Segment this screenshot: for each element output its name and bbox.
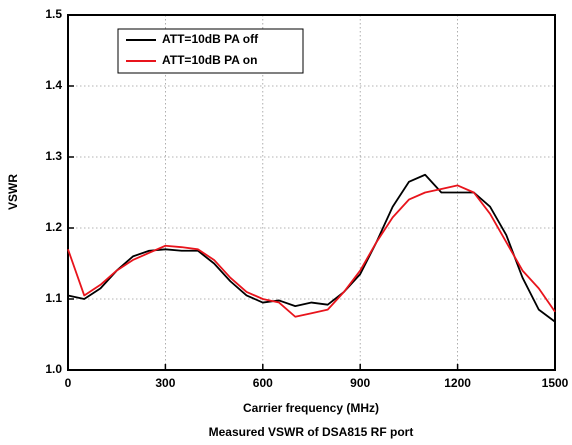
x-tick-label: 0 xyxy=(65,376,72,390)
y-tick-label: 1.3 xyxy=(45,149,62,163)
y-axis-label: VSWR xyxy=(6,174,20,210)
y-tick-label: 1.0 xyxy=(45,362,62,376)
series-line xyxy=(67,173,556,323)
caption: Measured VSWR of DSA815 RF port xyxy=(209,425,414,439)
x-tick-label: 1500 xyxy=(542,376,569,390)
x-tick-label: 1200 xyxy=(444,376,471,390)
y-tick-label: 1.5 xyxy=(45,7,62,21)
series-line xyxy=(67,184,556,318)
x-tick-label: 300 xyxy=(155,376,175,390)
x-axis-label: Carrier frequency (MHz) xyxy=(243,401,379,415)
y-tick-label: 1.4 xyxy=(45,78,62,92)
legend-label: ATT=10dB PA on xyxy=(162,53,257,67)
x-tick-label: 900 xyxy=(350,376,370,390)
x-tick-label: 600 xyxy=(253,376,273,390)
y-tick-label: 1.2 xyxy=(45,220,62,234)
legend-box xyxy=(117,28,304,74)
y-tick-label: 1.1 xyxy=(45,291,62,305)
legend-label: ATT=10dB PA off xyxy=(162,32,259,46)
plot-frame xyxy=(67,14,556,371)
